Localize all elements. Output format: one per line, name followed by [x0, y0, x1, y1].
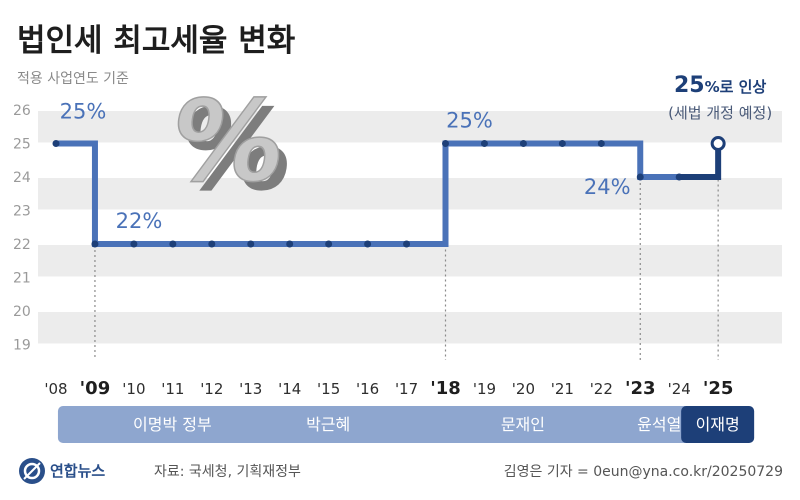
x-tick-label: '11	[161, 380, 184, 398]
x-tick-label: '17	[395, 380, 418, 398]
data-point	[597, 140, 605, 147]
data-point	[519, 140, 527, 147]
logo-text: 연합뉴스	[50, 462, 105, 480]
y-tick-label: 23	[13, 204, 31, 220]
data-labels: 25%22%25%24%25%로 인상(세법 개정 예정)	[60, 73, 773, 233]
x-tick-label: '25	[703, 378, 734, 399]
y-tick-label: 22	[13, 237, 31, 253]
x-tick-label: '21	[551, 380, 574, 398]
x-tick-label: '20	[512, 380, 535, 398]
y-tick-label: 20	[13, 304, 31, 320]
data-label: 25%	[446, 109, 493, 133]
government-segment: 박근혜	[213, 406, 443, 443]
government-segment-label: 윤석열	[637, 415, 681, 434]
grid-band	[38, 111, 782, 143]
x-tick-label: '22	[590, 380, 613, 398]
highlight-point	[710, 136, 726, 151]
svg-text:%: %	[163, 77, 294, 207]
x-tick-label: '09	[80, 378, 111, 399]
grid-band	[38, 312, 782, 344]
series-line	[56, 140, 722, 247]
government-segment: 문재인	[408, 406, 638, 443]
government-segment-label: 박근혜	[306, 415, 350, 434]
y-tick-label: 21	[13, 271, 31, 287]
data-point	[325, 240, 333, 248]
data-point	[364, 240, 372, 248]
highlight-line-path	[679, 143, 722, 180]
y-tick-label: 19	[13, 338, 31, 354]
series-line-path	[56, 140, 680, 247]
government-segment-label: 문재인	[501, 415, 545, 434]
data-point	[52, 140, 60, 147]
grid-band	[38, 245, 782, 277]
x-tick-label: '18	[430, 378, 461, 399]
x-tick-label: '24	[668, 380, 691, 398]
x-axis-ticks: '08 '09 '10 '11 '12 '13 '14 '15 '16 '17 '18 '19 '20 '…	[44, 378, 733, 399]
data-point	[403, 240, 411, 248]
data-point	[558, 140, 566, 147]
y-tick-label: 25	[13, 137, 31, 153]
x-tick-label: '23	[625, 378, 656, 399]
government-segment: 이재명	[681, 406, 755, 443]
x-tick-label: '10	[122, 380, 145, 398]
y-tick-label: 26	[13, 103, 31, 119]
y-axis-ticks: 19 20 21 22 23 24 25 26	[13, 103, 31, 354]
source-text: 자료: 국세청, 기획재정부	[154, 464, 301, 480]
data-point	[442, 140, 449, 147]
footer: 연합뉴스 자료: 국세청, 기획재정부 김영은 기자 = 0eun@yna.co…	[19, 458, 783, 484]
government-bar: 이명박 정부 박근혜 문재인 윤석열 이재명	[57, 406, 755, 443]
data-point	[169, 240, 177, 248]
government-segment-bg	[408, 406, 638, 443]
yonhap-logo-icon	[19, 458, 45, 484]
government-segment-bg	[213, 406, 443, 443]
x-tick-label: '12	[200, 380, 223, 398]
highlight-label: 25%로 인상	[674, 73, 766, 98]
data-point	[247, 240, 255, 248]
data-label: 25%	[60, 100, 107, 124]
data-label: 24%	[584, 175, 631, 199]
x-tick-label: '13	[239, 380, 262, 398]
data-point	[91, 240, 99, 248]
government-segment-label: 이명박 정부	[133, 415, 212, 434]
grid-band	[38, 178, 782, 210]
x-tick-label: '14	[278, 380, 301, 398]
government-segment-label: 이재명	[696, 415, 740, 434]
government-segment-bg	[681, 406, 755, 443]
svg-text:%: %	[171, 86, 302, 216]
data-point	[208, 240, 216, 248]
highlight-value: 25	[674, 73, 705, 98]
series-points	[52, 136, 726, 248]
credit-text: 김영은 기자 = 0eun@yna.co.kr/20250729	[504, 464, 783, 480]
data-point	[480, 140, 488, 147]
x-tick-label: '15	[317, 380, 340, 398]
y-tick-label: 24	[13, 170, 31, 186]
highlight-unit: %로 인상	[705, 78, 767, 96]
percent-symbol-icon: % %	[162, 76, 302, 216]
grid-bands	[38, 111, 782, 344]
chart-title: 법인세 최고세율 변화	[17, 23, 296, 59]
data-label: 22%	[116, 209, 163, 233]
highlight-note: (세법 개정 예정)	[668, 104, 772, 122]
data-point	[130, 240, 138, 248]
data-point	[286, 240, 294, 248]
data-point	[636, 173, 644, 181]
x-tick-label: '08	[44, 380, 67, 398]
x-tick-label: '19	[473, 380, 496, 398]
data-point	[675, 173, 683, 181]
x-tick-label: '16	[356, 380, 379, 398]
chart-subtitle: 적용 사업연도 기준	[17, 71, 129, 87]
